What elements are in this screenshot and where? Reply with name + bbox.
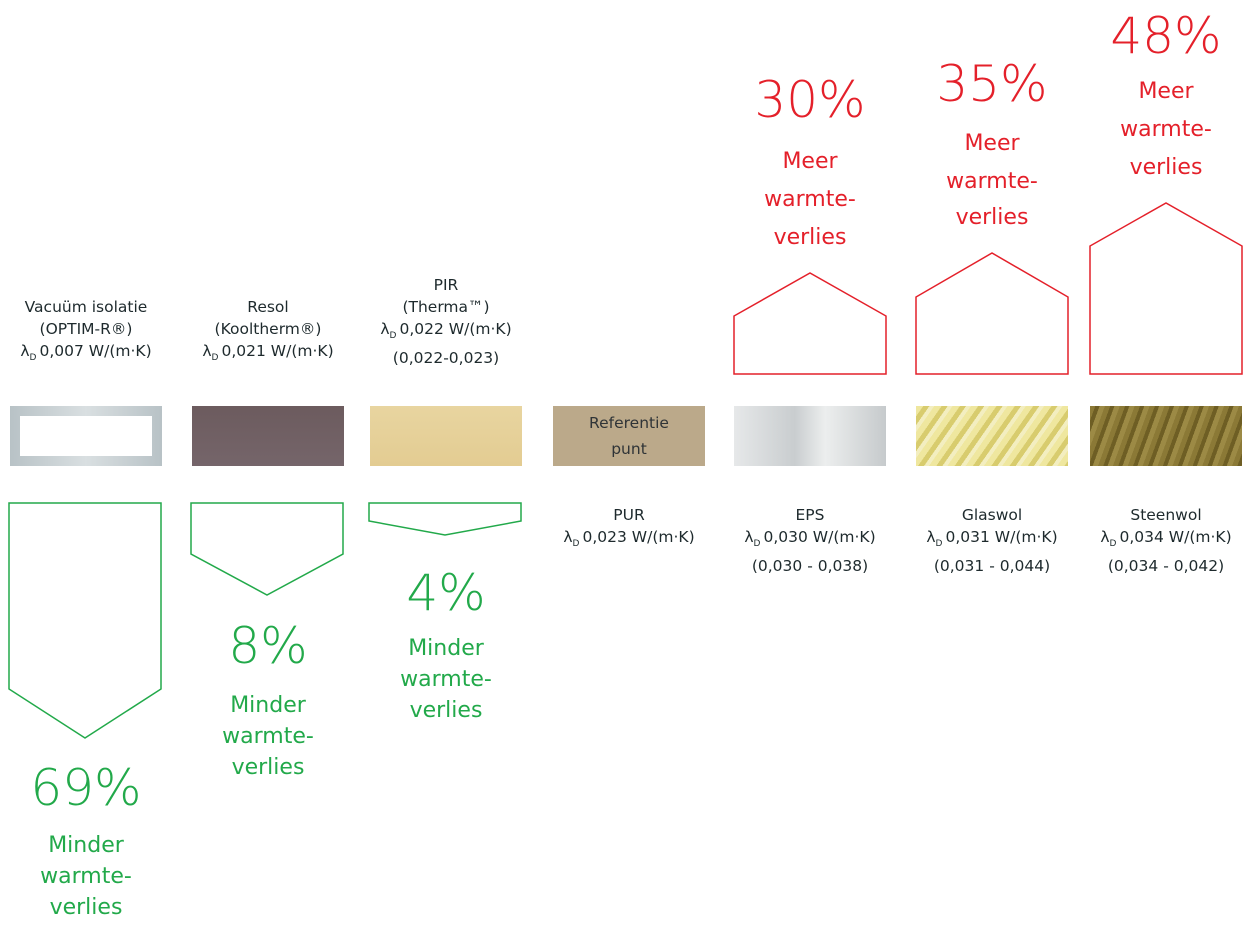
material-name: PIR: [433, 276, 459, 294]
material-swatch-vacuum: [10, 406, 162, 466]
lambda-value-line: λD 0,031 W/(m·K): [926, 528, 1058, 549]
material-swatch-eps: [734, 406, 886, 466]
material-column-pur: Referentie punt PUR λD 0,023 W/(m·K): [543, 0, 715, 932]
change-label-line2: warmte-: [1120, 117, 1212, 142]
material-name: Vacuüm isolatie: [24, 298, 148, 316]
material-column-eps: 30% Meer warmte- verlies EPS λD 0,030 W/(…: [724, 0, 896, 932]
change-label-line1: Minder: [408, 636, 484, 661]
lambda-range: (0,034 - 0,042): [1107, 557, 1225, 575]
lambda-value-line: λD 0,021 W/(m·K): [202, 342, 334, 363]
change-label-line1: Minder: [48, 833, 124, 858]
change-label-line1: Minder: [230, 693, 306, 718]
change-label-line3: verlies: [49, 895, 123, 920]
material-label: PUR λD 0,023 W/(m·K): [543, 504, 715, 555]
reduction-arrow-shape: [8, 502, 162, 739]
material-label: Glaswol λD 0,031 W/(m·K) (0,031 - 0,044): [906, 504, 1078, 577]
change-label-line1: Meer: [964, 131, 1020, 156]
material-brand: (Kooltherm®): [214, 320, 322, 338]
material-name: PUR: [613, 506, 645, 524]
lambda-value-line: λD 0,030 W/(m·K): [744, 528, 876, 549]
material-name: Resol: [247, 298, 289, 316]
material-column-resol: Resol (Kooltherm®) λD 0,021 W/(m·K) 8% Mi…: [182, 0, 354, 932]
material-label: PIR (Therma™) λD 0,022 W/(m·K) (0,022-0,0…: [360, 274, 532, 369]
material-column-glaswol: 35% Meer warmte- verlies Glaswol λD 0,031…: [906, 0, 1078, 932]
increase-house-shape: [733, 272, 887, 375]
material-name: Steenwol: [1130, 506, 1202, 524]
change-label-line2: warmte-: [222, 724, 314, 749]
material-name: EPS: [795, 506, 825, 524]
change-label-line2: warmte-: [764, 187, 856, 212]
increase-house-shape: [915, 252, 1069, 375]
material-swatch-resol: [192, 406, 344, 466]
percent-value: 35%: [936, 55, 1048, 113]
reference-label-line2: punt: [611, 440, 647, 458]
material-swatch-pir: [370, 406, 522, 466]
material-label: EPS λD 0,030 W/(m·K) (0,030 - 0,038): [724, 504, 896, 577]
change-label-line1: Meer: [1138, 79, 1194, 104]
material-column-vacuum: Vacuüm isolatie (OPTIM-R®) λD 0,007 W/(m·…: [0, 0, 172, 932]
material-swatch-steenwol: [1090, 406, 1242, 466]
lambda-value-line: λD 0,034 W/(m·K): [1100, 528, 1232, 549]
percent-value: 8%: [228, 617, 308, 675]
lambda-range: (0,030 - 0,038): [751, 557, 869, 575]
percent-value: 30%: [754, 71, 866, 129]
change-label-line2: warmte-: [40, 864, 132, 889]
reduction-arrow-shape: [368, 502, 522, 536]
material-label: Steenwol λD 0,034 W/(m·K) (0,034 - 0,042): [1080, 504, 1252, 577]
reference-swatch: Referentie punt: [553, 406, 705, 466]
lambda-value-line: λD 0,023 W/(m·K): [563, 528, 695, 549]
material-label: Vacuüm isolatie (OPTIM-R®) λD 0,007 W/(m·…: [0, 296, 172, 369]
lambda-value-line: λD 0,022 W/(m·K): [380, 320, 512, 341]
material-brand: (OPTIM-R®): [39, 320, 133, 338]
percent-value: 4%: [406, 564, 486, 622]
change-label-line2: warmte-: [400, 667, 492, 692]
change-label-line3: verlies: [1129, 155, 1203, 180]
change-label-line3: verlies: [773, 225, 847, 250]
lambda-range: (0,022-0,023): [392, 349, 500, 367]
material-column-pir: PIR (Therma™) λD 0,022 W/(m·K) (0,022-0,0…: [360, 0, 532, 932]
lambda-value-line: λD 0,007 W/(m·K): [20, 342, 152, 363]
change-label-line1: Meer: [782, 149, 838, 174]
change-label-line2: warmte-: [946, 169, 1038, 194]
increase-house-shape: [1089, 202, 1243, 375]
material-swatch-glaswol: [916, 406, 1068, 466]
change-label-line3: verlies: [955, 205, 1029, 230]
percent-value: 48%: [1110, 7, 1222, 65]
material-name: Glaswol: [961, 506, 1023, 524]
change-label-line3: verlies: [231, 755, 305, 780]
material-column-steenwol: 48% Meer warmte- verlies Steenwol λD 0,03…: [1080, 0, 1252, 932]
material-label: Resol (Kooltherm®) λD 0,021 W/(m·K): [182, 296, 354, 369]
reference-label-line1: Referentie: [589, 414, 669, 432]
lambda-range: (0,031 - 0,044): [933, 557, 1051, 575]
percent-value: 69%: [30, 759, 142, 817]
change-label-line3: verlies: [409, 698, 483, 723]
material-brand: (Therma™): [402, 298, 490, 316]
reduction-arrow-shape: [190, 502, 344, 596]
